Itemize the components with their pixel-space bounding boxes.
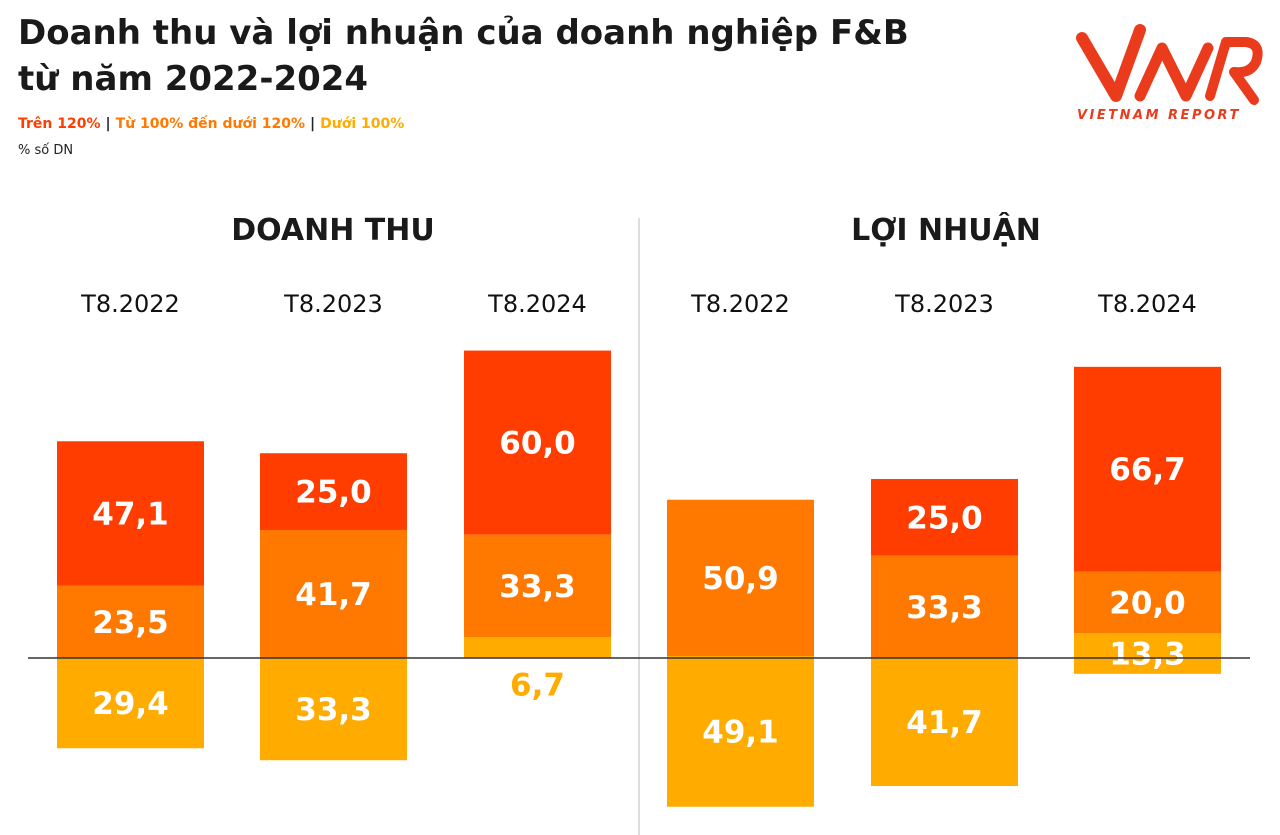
bar-segment-l-i-nhu-n-t8-2023-d-i-100 [871,658,1018,787]
bar-segment-l-i-nhu-n-t8-2024-tr-n-120 [1074,366,1221,572]
category-label-t8-2024: T8.2024 [1097,290,1197,318]
data-label-doanh-thu-t8-2022-t-100-n-d-i-120: 23,5 [92,605,169,641]
data-label-doanh-thu-t8-2023-d-i-100: 33,3 [295,692,372,728]
data-label-doanh-thu-t8-2024-d-i-100: 6,7 [510,668,565,704]
bar-segment-doanh-thu-t8-2022-tr-n-120 [57,441,204,586]
bar-segment-l-i-nhu-n-t8-2023-t-100-n-d-i-120 [871,555,1018,658]
chart-title-line-1: Doanh thu và lợi nhuận của doanh nghiệp … [18,13,909,53]
bar-segment-doanh-thu-t8-2024-tr-n-120 [464,350,611,535]
category-label-t8-2023: T8.2023 [283,290,383,318]
bar-segment-l-i-nhu-n-t8-2022-d-i-100 [667,656,814,807]
data-label-doanh-thu-t8-2024-tr-n-120: 60,0 [499,426,576,462]
data-label-l-i-nhu-n-t8-2024-tr-n-120: 66,7 [1109,452,1186,488]
bar-segment-doanh-thu-t8-2024-t-100-n-d-i-120 [464,534,611,637]
vnr-logo [1076,24,1263,105]
data-label-l-i-nhu-n-t8-2023-d-i-100: 41,7 [906,705,983,741]
data-label-doanh-thu-t8-2024-t-100-n-d-i-120: 33,3 [499,569,576,605]
bar-segment-l-i-nhu-n-t8-2024-t-100-n-d-i-120 [1074,571,1221,633]
bar-segment-l-i-nhu-n-t8-2023-tr-n-120 [871,479,1018,556]
legend-item-above-120: Trên 120% [18,116,101,132]
panel-title-doanh-thu: DOANH THU [231,213,435,248]
category-label-t8-2022: T8.2022 [80,290,180,318]
unit-label: % số DN [18,143,74,158]
data-label-l-i-nhu-n-t8-2024-t-100-n-d-i-120: 20,0 [1109,585,1186,621]
category-label-t8-2024: T8.2024 [487,290,587,318]
data-label-l-i-nhu-n-t8-2022-t-100-n-d-i-120: 50,9 [702,561,779,597]
chart-title-line-2: từ năm 2022-2024 [18,59,369,99]
legend: Trên 120% | Từ 100% đến dưới 120% | Dưới 100… [18,116,404,132]
data-label-doanh-thu-t8-2022-tr-n-120: 47,1 [92,497,169,533]
bar-segment-doanh-thu-t8-2024-d-i-100 [464,637,611,658]
legend-separator: | [310,116,316,132]
bar-segment-doanh-thu-t8-2022-d-i-100 [57,658,204,749]
bar-segment-l-i-nhu-n-t8-2022-t-100-n-d-i-120 [667,499,814,656]
legend-item-100-to-120: Từ 100% đến dưới 120% [115,116,306,132]
vnr-logo-text: VIETNAM REPORT [1077,108,1241,123]
vnr-logo-v [1076,24,1146,102]
chart-title: Doanh thu và lợi nhuận của doanh nghiệp … [18,10,1018,102]
bar-segment-doanh-thu-t8-2023-tr-n-120 [260,453,407,530]
bar-segment-doanh-thu-t8-2023-d-i-100 [260,658,407,761]
vnr-logo-r [1205,37,1263,105]
data-label-doanh-thu-t8-2023-tr-n-120: 25,0 [295,475,372,511]
category-label-t8-2023: T8.2023 [894,290,994,318]
data-label-l-i-nhu-n-t8-2023-t-100-n-d-i-120: 33,3 [906,590,983,626]
data-label-doanh-thu-t8-2023-t-100-n-d-i-120: 41,7 [295,577,372,613]
category-label-t8-2022: T8.2022 [690,290,790,318]
bar-segment-l-i-nhu-n-t8-2024-d-i-100 [1074,633,1221,674]
data-label-doanh-thu-t8-2022-d-i-100: 29,4 [92,686,169,722]
bar-segment-doanh-thu-t8-2023-t-100-n-d-i-120 [260,529,407,658]
legend-separator: | [105,116,111,132]
vnr-logo-n [1134,42,1214,102]
bar-segment-doanh-thu-t8-2022-t-100-n-d-i-120 [57,585,204,658]
legend-item-below-100: Dưới 100% [320,116,405,132]
panel-title-loi-nhuan: LỢI NHUẬN [851,213,1041,248]
data-label-l-i-nhu-n-t8-2023-tr-n-120: 25,0 [906,500,983,536]
data-label-l-i-nhu-n-t8-2022-d-i-100: 49,1 [702,714,779,750]
data-label-l-i-nhu-n-t8-2024-d-i-100: 13,3 [1109,636,1186,672]
